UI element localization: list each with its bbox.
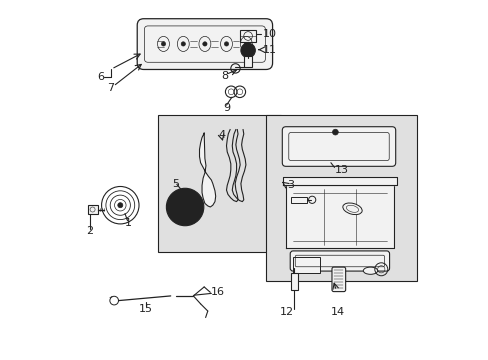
Text: 16: 16 — [210, 287, 224, 297]
Text: 3: 3 — [286, 180, 293, 190]
Circle shape — [241, 43, 255, 58]
Text: 10: 10 — [262, 29, 276, 39]
FancyBboxPatch shape — [331, 267, 345, 292]
FancyBboxPatch shape — [137, 19, 272, 69]
FancyBboxPatch shape — [244, 56, 252, 67]
Circle shape — [181, 42, 185, 46]
FancyBboxPatch shape — [87, 205, 98, 214]
Circle shape — [118, 203, 122, 208]
FancyBboxPatch shape — [158, 115, 280, 252]
Text: 5: 5 — [171, 179, 179, 189]
Ellipse shape — [342, 203, 362, 215]
Polygon shape — [283, 177, 396, 185]
Text: 14: 14 — [330, 307, 345, 318]
Text: 12: 12 — [279, 307, 293, 318]
Circle shape — [203, 42, 206, 46]
FancyBboxPatch shape — [265, 115, 416, 281]
FancyBboxPatch shape — [290, 197, 306, 203]
Polygon shape — [199, 133, 215, 207]
Text: 6: 6 — [97, 72, 103, 82]
FancyBboxPatch shape — [290, 273, 297, 290]
Text: 15: 15 — [138, 304, 152, 314]
Text: 4: 4 — [218, 130, 225, 140]
Text: 2: 2 — [86, 226, 93, 236]
Circle shape — [161, 42, 165, 46]
FancyBboxPatch shape — [240, 30, 256, 42]
FancyBboxPatch shape — [289, 251, 389, 271]
Text: 1: 1 — [125, 218, 132, 228]
Text: 11: 11 — [262, 45, 276, 55]
Text: 7: 7 — [107, 83, 114, 93]
Circle shape — [166, 188, 203, 226]
FancyBboxPatch shape — [293, 257, 319, 273]
FancyBboxPatch shape — [282, 127, 395, 166]
Circle shape — [176, 198, 194, 216]
Polygon shape — [285, 185, 393, 248]
Text: 13: 13 — [335, 165, 348, 175]
Ellipse shape — [363, 267, 377, 274]
Text: 8: 8 — [221, 71, 228, 81]
Text: 9: 9 — [223, 103, 229, 113]
Circle shape — [224, 42, 228, 46]
Circle shape — [244, 42, 248, 46]
Circle shape — [332, 129, 338, 135]
